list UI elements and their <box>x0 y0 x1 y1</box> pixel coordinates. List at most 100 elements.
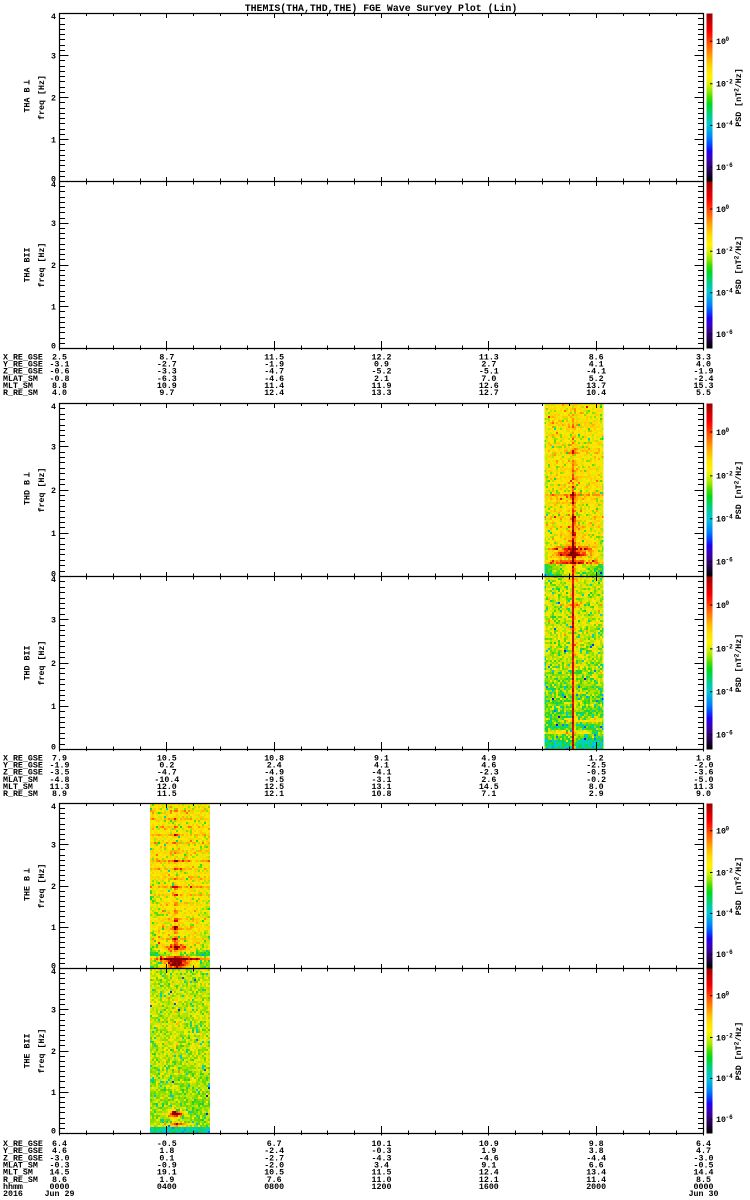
svg-text:-0.5: -0.5 <box>694 1161 714 1170</box>
svg-text:12.2: 12.2 <box>372 353 392 362</box>
svg-text:10.4: 10.4 <box>586 389 606 398</box>
svg-text:8.5: 8.5 <box>696 1176 711 1185</box>
svg-text:10-4: 10-4 <box>716 288 733 299</box>
svg-text:1.8: 1.8 <box>696 754 711 763</box>
svg-text:4: 4 <box>51 13 56 22</box>
svg-text:2: 2 <box>51 262 56 271</box>
svg-text:11.3: 11.3 <box>50 783 70 792</box>
svg-text:3: 3 <box>51 842 56 851</box>
svg-text:100: 100 <box>716 600 729 611</box>
svg-text:10-6: 10-6 <box>716 729 733 740</box>
svg-text:10-2: 10-2 <box>716 644 733 655</box>
svg-text:Y_RE_GSE: Y_RE_GSE <box>3 761 43 770</box>
svg-text:2: 2 <box>51 660 56 669</box>
svg-text:2.6: 2.6 <box>481 776 496 785</box>
svg-text:8.6: 8.6 <box>52 1176 67 1185</box>
svg-text:3.8: 3.8 <box>589 1147 604 1156</box>
svg-text:100: 100 <box>716 36 729 47</box>
svg-text:4.6: 4.6 <box>52 1147 67 1156</box>
svg-text:-6.3: -6.3 <box>157 375 177 384</box>
svg-text:THA BII: THA BII <box>23 248 32 283</box>
svg-text:-5.1: -5.1 <box>479 368 499 377</box>
svg-text:PSD [nT2/Hz]: PSD [nT2/Hz] <box>734 236 745 295</box>
svg-text:14.5: 14.5 <box>479 783 499 792</box>
svg-text:9.1: 9.1 <box>481 1161 496 1170</box>
svg-text:2016: 2016 <box>3 1190 23 1199</box>
svg-text:10-2: 10-2 <box>716 79 733 90</box>
svg-text:10.5: 10.5 <box>157 754 177 763</box>
svg-text:Jun 30: Jun 30 <box>689 1190 719 1199</box>
svg-text:-2.0: -2.0 <box>264 1161 284 1170</box>
svg-text:Y_RE_GSE: Y_RE_GSE <box>3 360 43 369</box>
svg-text:13.4: 13.4 <box>586 1169 606 1178</box>
svg-text:10-4: 10-4 <box>716 687 733 698</box>
svg-text:freq [Hz]: freq [Hz] <box>37 1029 47 1074</box>
svg-text:2: 2 <box>51 1048 56 1057</box>
svg-text:-3.1: -3.1 <box>50 360 70 369</box>
svg-text:2.9: 2.9 <box>589 790 604 799</box>
svg-text:10-6: 10-6 <box>716 1114 733 1125</box>
svg-text:-3.0: -3.0 <box>694 1154 714 1163</box>
svg-text:12.4: 12.4 <box>264 389 284 398</box>
svg-text:1: 1 <box>51 703 56 712</box>
svg-text:MLT_SM: MLT_SM <box>3 1169 33 1178</box>
svg-text:10.8: 10.8 <box>372 790 392 799</box>
svg-text:14.5: 14.5 <box>50 1169 70 1178</box>
svg-text:-2.5: -2.5 <box>586 761 606 770</box>
svg-text:10-2: 10-2 <box>716 471 733 482</box>
svg-text:9.8: 9.8 <box>589 1140 604 1149</box>
svg-text:6.7: 6.7 <box>267 1140 282 1149</box>
svg-text:5.5: 5.5 <box>696 389 711 398</box>
svg-text:0: 0 <box>51 1127 56 1136</box>
svg-text:19.1: 19.1 <box>157 1169 177 1178</box>
svg-text:X_RE_GSE: X_RE_GSE <box>3 353 43 362</box>
svg-text:-4.3: -4.3 <box>372 1154 392 1163</box>
svg-text:10.8: 10.8 <box>264 754 284 763</box>
svg-text:10-6: 10-6 <box>716 162 733 173</box>
svg-text:-4.6: -4.6 <box>264 375 284 384</box>
svg-text:-0.3: -0.3 <box>372 1147 392 1156</box>
svg-text:7.9: 7.9 <box>52 754 67 763</box>
svg-text:100: 100 <box>716 991 729 1002</box>
svg-text:11.0: 11.0 <box>372 1176 392 1185</box>
svg-text:4: 4 <box>51 576 56 585</box>
svg-text:0.2: 0.2 <box>159 761 174 770</box>
svg-text:freq [Hz]: freq [Hz] <box>37 468 47 513</box>
svg-text:2000: 2000 <box>586 1183 606 1192</box>
svg-text:3: 3 <box>51 52 56 61</box>
svg-text:-3.1: -3.1 <box>372 776 392 785</box>
svg-text:-3.0: -3.0 <box>50 1154 70 1163</box>
svg-text:4.1: 4.1 <box>374 761 389 770</box>
svg-text:1: 1 <box>51 1089 56 1098</box>
svg-text:0: 0 <box>51 962 56 971</box>
svg-text:THE BII: THE BII <box>23 1034 32 1069</box>
svg-text:hhmm: hhmm <box>3 1182 23 1192</box>
svg-text:0: 0 <box>51 342 56 351</box>
svg-text:-2.7: -2.7 <box>264 1154 284 1163</box>
svg-text:11.5: 11.5 <box>264 353 284 362</box>
svg-text:freq [Hz]: freq [Hz] <box>37 641 47 686</box>
svg-text:R_RE_SM: R_RE_SM <box>3 1176 38 1185</box>
svg-text:-5.2: -5.2 <box>372 368 392 377</box>
svg-text:2.7: 2.7 <box>481 360 496 369</box>
svg-text:-0.3: -0.3 <box>50 1161 70 1170</box>
svg-text:Y_RE_GSE: Y_RE_GSE <box>3 1147 43 1156</box>
svg-text:10.1: 10.1 <box>372 1140 392 1149</box>
svg-text:10.9: 10.9 <box>157 382 177 391</box>
svg-text:10-2: 10-2 <box>716 246 733 257</box>
svg-text:8.6: 8.6 <box>589 353 604 362</box>
svg-text:11.3: 11.3 <box>694 783 714 792</box>
svg-text:1200: 1200 <box>372 1183 392 1192</box>
svg-text:-10.4: -10.4 <box>154 776 179 785</box>
svg-text:-4.4: -4.4 <box>586 1154 606 1163</box>
svg-text:100: 100 <box>716 204 729 215</box>
svg-text:1: 1 <box>51 924 56 933</box>
svg-text:PSD [nT2/Hz]: PSD [nT2/Hz] <box>734 1022 745 1081</box>
svg-text:4.9: 4.9 <box>481 754 496 763</box>
svg-text:12.0: 12.0 <box>157 783 177 792</box>
svg-text:9.7: 9.7 <box>159 389 174 398</box>
svg-text:0000: 0000 <box>50 1183 70 1192</box>
svg-text:MLAT_SM: MLAT_SM <box>3 776 38 785</box>
svg-text:0: 0 <box>51 743 56 752</box>
svg-text:PSD [nT2/Hz]: PSD [nT2/Hz] <box>734 461 745 520</box>
